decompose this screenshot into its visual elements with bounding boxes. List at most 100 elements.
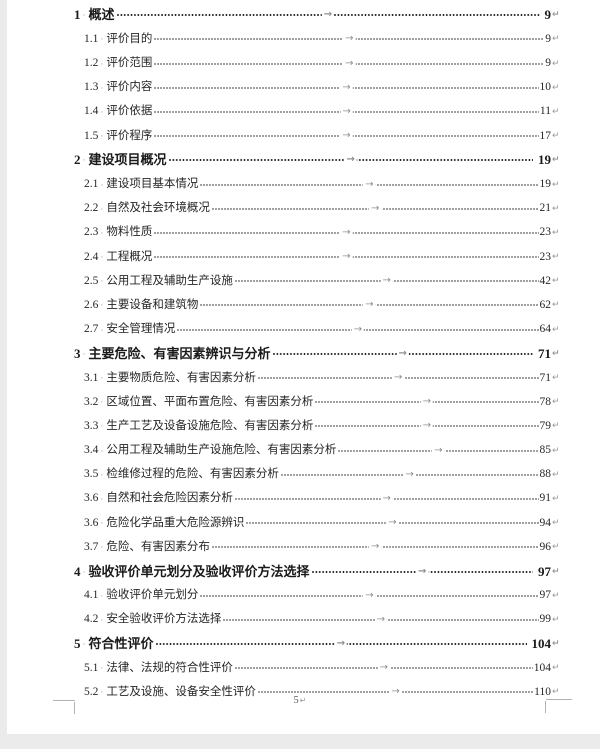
paragraph-mark-icon: ↵	[552, 663, 560, 674]
toc-entry-page: 97	[538, 563, 551, 579]
toc-entry[interactable]: 5.2 · 工艺及设施、设备安全性评价 → 110 ↵	[74, 678, 561, 702]
dot-leader: →	[234, 485, 539, 505]
paragraph-mark-icon: ↵	[552, 469, 560, 480]
toc-entry-title: 评价目的	[106, 32, 153, 45]
tab-arrow-icon: →	[343, 33, 356, 45]
toc-entry[interactable]: 3.5 · 检维修过程的危险、有害因素分析 → 88 ↵	[74, 461, 561, 485]
toc-entry-number: 3.3	[84, 419, 99, 432]
toc-entry[interactable]: 2.6 · 主要设备和建筑物 → 62 ↵	[74, 291, 561, 315]
space-mark-icon: ·	[100, 179, 104, 190]
paragraph-mark-icon: ↵	[552, 155, 560, 166]
tab-arrow-icon: →	[351, 323, 365, 335]
toc-entry-number: 1.4	[84, 105, 99, 118]
crop-mark-bottom-left	[53, 700, 75, 701]
toc-entry-page: 21	[539, 202, 552, 215]
paragraph-mark-icon: ↵	[552, 58, 560, 69]
toc-entry[interactable]: 4.1 · 验收评价单元划分 → 97 ↵	[74, 582, 561, 606]
toc-entry[interactable]: 2.4 · 工程概况 → 23 ↵	[74, 243, 561, 267]
space-mark-icon: ·	[100, 131, 104, 142]
toc-entry[interactable]: 3.2 · 区域位置、平面布置危险、有害因素分析 → 78 ↵	[74, 388, 561, 412]
space-mark-icon: ·	[82, 566, 86, 577]
tab-arrow-icon: →	[403, 468, 416, 480]
toc-entry-page: 88	[539, 468, 552, 481]
toc-entry[interactable]: 1 · 概述 → 9 ↵	[74, 1, 561, 25]
toc-entry-number: 3.6	[84, 516, 99, 529]
tab-arrow-icon: →	[380, 275, 393, 287]
toc-entry-title: 生产工艺及设备设施危险、有害因素分析	[106, 419, 314, 432]
toc-entry-page: 17	[539, 129, 552, 142]
toc-entry[interactable]: 3.6 · 危险化学品重大危险源辨识 → 94 ↵	[74, 509, 561, 533]
toc-entry[interactable]: 2 · 建设项目概况 → 19 ↵	[74, 146, 561, 170]
toc-entry[interactable]: 1.3 · 评价内容 → 10 ↵	[74, 74, 561, 98]
dot-leader: →	[154, 243, 539, 263]
space-mark-icon: ·	[82, 155, 86, 166]
space-mark-icon: ·	[100, 252, 104, 263]
toc-entry-title: 危险、有害因素分布	[106, 540, 210, 553]
toc-entry-page: 23	[539, 226, 552, 239]
toc-entry-page: 62	[539, 298, 552, 311]
paragraph-mark-icon: ↵	[552, 421, 560, 432]
space-mark-icon: ·	[100, 324, 104, 335]
toc-entry[interactable]: 2.5 · 公用工程及辅助生产设施 → 42 ↵	[74, 267, 561, 291]
toc-entry[interactable]: 4.2 · 安全验收评价方法选择 → 99 ↵	[74, 606, 561, 630]
tab-arrow-icon: →	[340, 130, 353, 142]
paragraph-mark-icon: ↵	[552, 276, 560, 287]
toc-entry[interactable]: 1.2 · 评价范围 → 9 ↵	[74, 49, 561, 73]
toc-entry[interactable]: 3.7 · 危险、有害因素分布 → 96 ↵	[74, 533, 561, 557]
toc-entry[interactable]: 5.1 · 法律、法规的符合性评价 → 104 ↵	[74, 654, 561, 678]
toc-entry-title: 检维修过程的危险、有害因素分析	[106, 468, 279, 481]
toc-entry[interactable]: 3.4 · 公用工程及辅助生产设施危险、有害因素分析 → 85 ↵	[74, 436, 561, 460]
paragraph-mark-icon: ↵	[552, 227, 560, 238]
toc-entry-number: 4.2	[84, 613, 99, 626]
tab-arrow-icon: →	[340, 105, 353, 117]
toc-entry[interactable]: 1.1 · 评价目的 → 9 ↵	[74, 25, 561, 49]
tab-arrow-icon: →	[321, 9, 335, 21]
toc-entry[interactable]: 2.2 · 自然及社会环境概况 → 21 ↵	[74, 195, 561, 219]
toc-entry[interactable]: 3 · 主要危险、有害因素辨识与分析 → 71 ↵	[74, 340, 561, 364]
toc-entry[interactable]: 2.1 · 建设项目基本情况 → 19 ↵	[74, 170, 561, 194]
dot-leader: →	[315, 412, 539, 432]
space-mark-icon: ·	[82, 348, 86, 359]
toc-entry[interactable]: 1.5 · 评价程序 → 17 ↵	[74, 122, 561, 146]
toc-entry-page: 71	[539, 371, 552, 384]
toc-entry-number: 4.1	[84, 589, 99, 602]
toc-entry[interactable]: 3.6 · 自然和社会危险因素分析 → 91 ↵	[74, 485, 561, 509]
toc-entry-page: 11	[539, 105, 551, 118]
toc-entry-title: 概述	[88, 7, 115, 23]
paragraph-mark-icon: ↵	[552, 252, 560, 263]
dot-leader: →	[154, 122, 539, 142]
toc-entry[interactable]: 3.1 · 主要物质危险、有害因素分析 → 71 ↵	[74, 364, 561, 388]
toc-entry[interactable]: 2.7 · 安全管理情况 → 64 ↵	[74, 315, 561, 339]
tab-arrow-icon: →	[420, 420, 434, 432]
paragraph-mark-icon: ↵	[552, 203, 560, 214]
space-mark-icon: ·	[100, 58, 104, 69]
toc-list: 1 · 概述 → 9 ↵ 1.1 · 评价目的 → 9 ↵ 1.2 · 评价范围 → 9 ↵ 1.3 · 评价内容 → 10…	[74, 1, 561, 702]
dot-leader: →	[154, 25, 545, 45]
toc-entry-title: 法律、法规的符合性评价	[106, 661, 233, 674]
dot-leader: →	[338, 436, 539, 456]
space-mark-icon: ·	[100, 493, 104, 504]
paragraph-mark-icon: ↵	[552, 639, 560, 650]
toc-entry-page: 9	[544, 7, 552, 23]
toc-entry-number: 1.3	[84, 81, 99, 94]
toc-entry-number: 1.2	[84, 57, 99, 70]
toc-entry[interactable]: 5 · 符合性评价 → 104 ↵	[74, 630, 561, 654]
paragraph-mark-icon: ↵	[552, 82, 560, 93]
toc-entry-title: 评价范围	[106, 57, 153, 70]
paragraph-mark-icon: ↵	[552, 566, 560, 577]
toc-entry-number: 2.6	[84, 298, 99, 311]
paragraph-mark-icon: ↵	[552, 34, 560, 45]
toc-entry[interactable]: 2.3 · 物料性质 → 23 ↵	[74, 219, 561, 243]
toc-entry[interactable]: 4 · 验收评价单元划分及验收评价方法选择 → 97 ↵	[74, 557, 561, 581]
toc-entry-number: 3.5	[84, 468, 99, 481]
dot-leader: →	[315, 388, 539, 408]
toc-entry-title: 符合性评价	[88, 636, 154, 652]
toc-entry-page: 71	[538, 345, 551, 361]
dot-leader: →	[246, 509, 539, 529]
dot-leader: →	[154, 98, 539, 118]
toc-entry-page: 96	[539, 540, 552, 553]
tab-arrow-icon: →	[374, 613, 388, 625]
toc-entry[interactable]: 3.3 · 生产工艺及设备设施危险、有害因素分析 → 79 ↵	[74, 412, 561, 436]
toc-entry[interactable]: 1.4 · 评价依据 → 11 ↵	[74, 98, 561, 122]
paragraph-mark-icon: ↵	[299, 696, 307, 705]
